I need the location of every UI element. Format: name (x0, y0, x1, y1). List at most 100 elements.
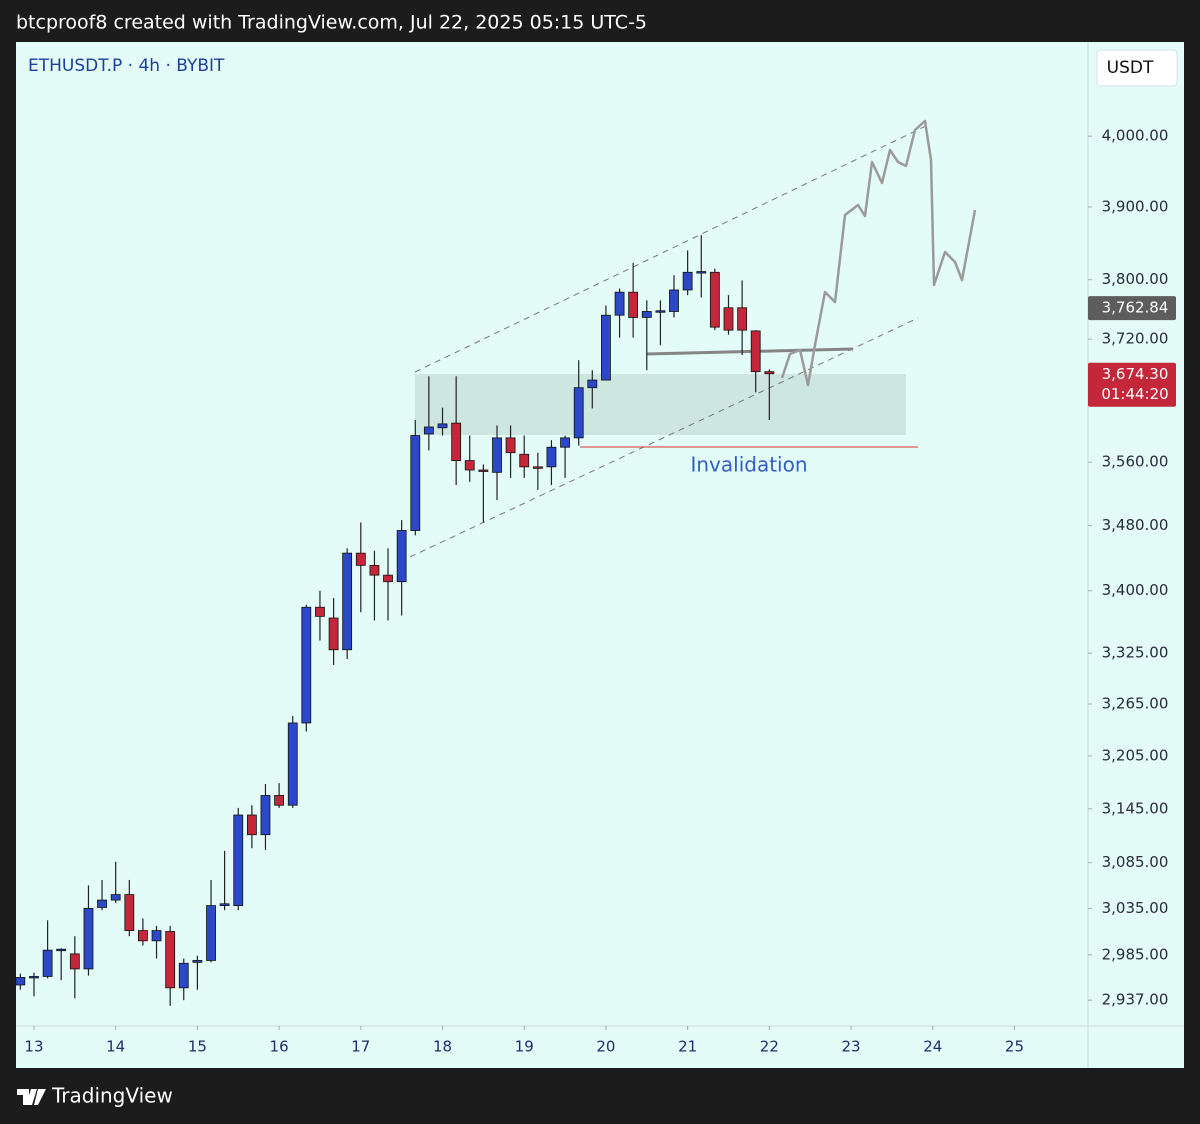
candle-body (233, 814, 244, 907)
candle-body (451, 422, 462, 461)
candle-body (560, 437, 570, 448)
candle-body (519, 453, 530, 468)
price-label: 3,674.30 (1102, 365, 1169, 383)
support-line (646, 347, 854, 356)
candle-body (219, 903, 230, 907)
channel-lower (409, 317, 919, 558)
candle-body (369, 564, 380, 576)
y-tick-label: 3,480.00 (1102, 516, 1169, 534)
candle-body (478, 469, 489, 472)
y-tick-label: 3,035.00 (1102, 899, 1169, 917)
candle-body (669, 289, 679, 312)
candle-body (42, 949, 53, 977)
price-label-box (1088, 362, 1176, 407)
candle-body (124, 894, 135, 931)
candle-body (192, 960, 203, 963)
chart-panel (16, 42, 1184, 1068)
candle-body (546, 446, 557, 468)
candle-body (396, 530, 407, 583)
candle-body (737, 307, 748, 331)
x-tick-label: 15 (188, 1038, 207, 1056)
y-tick-label: 3,560.00 (1102, 453, 1169, 471)
candle-body (587, 379, 598, 389)
y-tick-label: 3,205.00 (1102, 746, 1169, 764)
candle-body (750, 330, 761, 373)
candle-body (315, 606, 325, 617)
symbol-title: ETHUSDT.P · 4h · BYBIT (28, 56, 225, 76)
candle-body (532, 466, 543, 469)
y-tick-label: 3,145.00 (1102, 799, 1169, 817)
candle-body (151, 930, 162, 942)
y-tick-label: 2,985.00 (1102, 945, 1169, 963)
candle-body (696, 271, 707, 274)
candle-body (165, 931, 176, 989)
x-tick-label: 22 (760, 1038, 779, 1056)
y-axis-label: USDT (1107, 58, 1154, 78)
candle-body (83, 907, 94, 970)
candle-body (246, 814, 257, 836)
candle-body (69, 953, 80, 970)
projection-path (780, 119, 977, 387)
candle-body (614, 291, 625, 316)
candle-body (56, 948, 67, 952)
candle-body (178, 962, 189, 989)
candle-body (137, 930, 148, 942)
header-text: btcproof8 created with TradingView.com, … (16, 12, 647, 34)
x-tick-label: 21 (678, 1038, 697, 1056)
candle-body (464, 460, 475, 471)
y-tick-label: 2,937.00 (1102, 991, 1169, 1009)
candle-body (342, 552, 353, 651)
x-tick-label: 17 (351, 1038, 370, 1056)
y-tick-label: 3,800.00 (1102, 270, 1169, 288)
countdown-label: 01:44:20 (1101, 385, 1168, 403)
candle-body (573, 387, 584, 439)
x-tick-label: 24 (923, 1038, 942, 1056)
candle-body (423, 426, 434, 435)
candle-body (355, 552, 366, 566)
candle-body (505, 437, 516, 454)
y-tick-label: 3,325.00 (1102, 644, 1169, 662)
candle-body (110, 894, 121, 901)
y-tick-label: 4,000.00 (1102, 127, 1169, 145)
candle-body (29, 976, 39, 979)
candle-body (97, 899, 107, 908)
y-tick-label: 3,900.00 (1102, 198, 1169, 216)
candle-body (492, 437, 502, 473)
x-tick-label: 16 (270, 1038, 289, 1056)
footer-logo (17, 1089, 46, 1105)
x-tick-label: 18 (433, 1038, 452, 1056)
candle-body (206, 905, 216, 961)
candle-body (328, 617, 339, 651)
annotation: Invalidation (690, 453, 807, 477)
candle-body (383, 574, 393, 583)
candle-body (274, 795, 284, 806)
x-tick-label: 25 (1005, 1038, 1024, 1056)
x-tick-label: 14 (106, 1038, 125, 1056)
price-label-box (1088, 296, 1176, 321)
candle-body (301, 606, 312, 724)
x-tick-label: 23 (842, 1038, 861, 1056)
zone (415, 374, 906, 435)
candle-body (655, 310, 666, 313)
candle-body (601, 314, 611, 381)
x-tick-label: 20 (596, 1038, 615, 1056)
candle-body (260, 795, 271, 836)
candle-body (410, 435, 421, 531)
footer-text: TradingView (51, 1084, 173, 1108)
y-tick-label: 3,720.00 (1102, 330, 1169, 348)
x-tick-label: 13 (24, 1038, 43, 1056)
y-tick-label: 3,085.00 (1102, 853, 1169, 871)
candle-body (287, 722, 298, 806)
candle-body (764, 371, 775, 375)
candle-body (437, 423, 448, 429)
y-tick-label: 3,400.00 (1102, 581, 1169, 599)
candle-body (723, 307, 734, 331)
candle-body (628, 291, 639, 318)
channel-upper (414, 123, 931, 373)
candle-body (709, 271, 720, 328)
candle-body (15, 977, 26, 986)
y-tick-label: 3,265.00 (1102, 695, 1169, 713)
x-tick-label: 19 (515, 1038, 534, 1056)
